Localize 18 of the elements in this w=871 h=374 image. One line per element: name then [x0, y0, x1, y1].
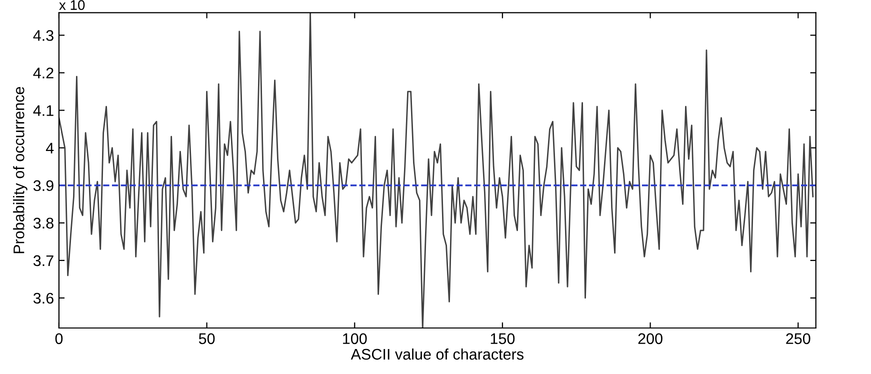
x-axis-title: ASCII value of characters	[350, 348, 524, 360]
x-tick-label: 100	[343, 333, 367, 344]
y-tick-label: 4.1	[33, 105, 54, 116]
y-tick-label: 3.9	[33, 180, 54, 192]
line-series	[58, 12, 814, 328]
x-tick-label: 150	[490, 333, 515, 344]
y-tick-label: 3.8	[33, 218, 54, 229]
y-axis-title: Probability of occurrence	[13, 86, 28, 254]
y-tick-label: 4.3	[33, 30, 54, 41]
text: x 10	[59, 0, 85, 10]
x-tick-label: 200	[638, 333, 662, 344]
y-tick-label: 3.7	[33, 255, 54, 266]
x-tick-label: 250	[786, 333, 810, 344]
x-tick-label: 50	[198, 333, 215, 344]
y-tick-label: 3.6	[33, 292, 54, 304]
y-tick-label: 4.2	[33, 68, 54, 78]
x-tick-label: 0	[55, 333, 63, 344]
y-tick-label: 4	[46, 142, 54, 154]
